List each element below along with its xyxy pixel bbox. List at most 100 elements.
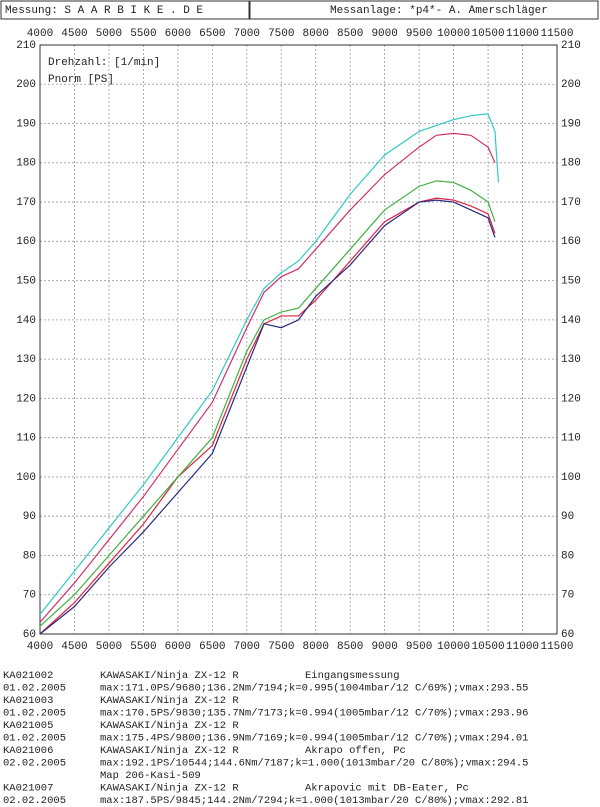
y-tick-label: 160 (561, 236, 581, 248)
x-tick-label: 7000 (234, 641, 260, 653)
x-tick-label: 9500 (406, 641, 432, 653)
y-tick-label: 170 (561, 197, 581, 209)
legend-model: KAWASAKI/Ninja ZX-12 R (100, 670, 239, 682)
x-tick-label: 8500 (337, 28, 363, 40)
y-tick-label: 210 (16, 40, 36, 52)
y-tick-label: 90 (561, 511, 574, 523)
y-tick-label: 130 (16, 354, 36, 366)
series-line (39, 132, 496, 623)
y-tick-label: 100 (16, 472, 36, 484)
y-tick-label: 150 (561, 276, 581, 288)
x-tick-label: 11000 (506, 28, 539, 40)
header-box (0, 0, 250, 20)
legend-stats: max:192.1PS/10544;144.6Nm/7187;k=1.000(1… (100, 757, 528, 769)
x-tick-label: 8000 (303, 28, 329, 40)
y-tick-label: 70 (561, 590, 574, 602)
y-tick-label: 110 (561, 433, 581, 445)
x-tick-label: 10000 (437, 641, 470, 653)
x-tick-label: 5000 (96, 28, 122, 40)
legend-name: KA021007 (3, 782, 53, 794)
legend-description: Eingangsmessung (305, 670, 400, 682)
y-tick-label: 180 (16, 158, 36, 170)
y-tick-label: 140 (561, 315, 581, 327)
legend-stats: max:187.5PS/9845;144.2Nm/7294;k=1.000(10… (100, 795, 528, 807)
y-tick-label: 60 (561, 629, 574, 641)
legend-stats: max:170.5PS/9830;135.7Nm/7173;k=0.994(10… (100, 707, 528, 719)
x-axis-label: Drehzahl: [1/min] (48, 57, 160, 69)
y-tick-label: 70 (23, 590, 36, 602)
legend-stats: max:171.0PS/9680;136.2Nm/7194;k=0.995(10… (100, 682, 528, 694)
y-tick-label: 60 (23, 629, 36, 641)
x-tick-label: 6000 (165, 28, 191, 40)
x-tick-label: 10000 (437, 28, 470, 40)
legend-description: Akrapo offen, Pc (305, 745, 406, 757)
series-line (39, 180, 496, 627)
y-tick-label: 100 (561, 472, 581, 484)
x-tick-label: 4000 (27, 641, 53, 653)
legend-date: 01.02.2005 (3, 707, 66, 719)
legend-note: Map 206-Kasi-509 (100, 770, 201, 782)
legend-date: 01.02.2005 (3, 732, 66, 744)
y-axis-label: Pnorm [PS] (48, 74, 114, 86)
legend-date: 01.02.2005 (3, 682, 66, 694)
y-tick-label: 120 (16, 393, 36, 405)
y-tick-label: 190 (16, 118, 36, 130)
legend-stats: max:175.4PS/9800;136.9Nm/7169;k=0.994(10… (100, 732, 528, 744)
y-tick-label: 200 (16, 79, 36, 91)
x-tick-label: 11500 (540, 641, 573, 653)
x-tick-label: 9500 (406, 28, 432, 40)
y-tick-label: 160 (16, 236, 36, 248)
y-tick-label: 200 (561, 79, 581, 91)
x-tick-label: 9000 (371, 641, 397, 653)
x-tick-label: 11000 (506, 641, 539, 653)
x-tick-label: 6500 (199, 28, 225, 40)
header-left: Messung: S A A R B I K E . D E (5, 5, 203, 17)
x-tick-label: 10500 (472, 28, 505, 40)
x-tick-label: 5000 (96, 641, 122, 653)
x-tick-label: 4500 (61, 28, 87, 40)
x-tick-label: 7500 (268, 28, 294, 40)
legend-description: Akrapovic mit DB-Eater, Pc (305, 782, 469, 794)
plot-frame (39, 44, 558, 635)
x-tick-label: 5500 (130, 28, 156, 40)
y-tick-label: 210 (561, 40, 581, 52)
legend-date: 02.02.2005 (3, 757, 66, 769)
x-tick-label: 7000 (234, 28, 260, 40)
legend-model: KAWASAKI/Ninja ZX-12 R (100, 745, 239, 757)
x-tick-label: 8500 (337, 641, 363, 653)
x-tick-label: 6500 (199, 641, 225, 653)
x-tick-label: 9000 (371, 28, 397, 40)
legend-name: KA021006 (3, 745, 53, 757)
y-tick-label: 180 (561, 158, 581, 170)
x-tick-label: 8000 (303, 641, 329, 653)
x-tick-label: 6000 (165, 641, 191, 653)
y-tick-label: 130 (561, 354, 581, 366)
legend-name: KA021003 (3, 695, 53, 707)
series-line (39, 197, 496, 635)
x-tick-label: 11500 (540, 28, 573, 40)
legend-model: KAWASAKI/Ninja ZX-12 R (100, 782, 239, 794)
header-box (249, 0, 599, 20)
y-tick-label: 80 (23, 550, 36, 562)
series-line (39, 113, 500, 615)
x-tick-label: 4000 (27, 28, 53, 40)
y-tick-label: 170 (16, 197, 36, 209)
legend-model: KAWASAKI/Ninja ZX-12 R (100, 695, 239, 707)
x-tick-label: 5500 (130, 641, 156, 653)
legend-model: KAWASAKI/Ninja ZX-12 R (100, 720, 239, 732)
legend-name: KA021002 (3, 670, 53, 682)
x-tick-label: 4500 (61, 641, 87, 653)
y-tick-label: 80 (561, 550, 574, 562)
y-tick-label: 190 (561, 118, 581, 130)
header-right: Messanlage: *p4*- A. Amerschläger (330, 5, 548, 17)
y-tick-label: 150 (16, 276, 36, 288)
y-tick-label: 110 (16, 433, 36, 445)
x-tick-label: 10500 (472, 641, 505, 653)
legend-name: KA021005 (3, 720, 53, 732)
y-tick-label: 120 (561, 393, 581, 405)
x-tick-label: 7500 (268, 641, 294, 653)
legend-date: 02.02.2005 (3, 795, 66, 807)
series-line (39, 199, 496, 635)
y-tick-label: 90 (23, 511, 36, 523)
